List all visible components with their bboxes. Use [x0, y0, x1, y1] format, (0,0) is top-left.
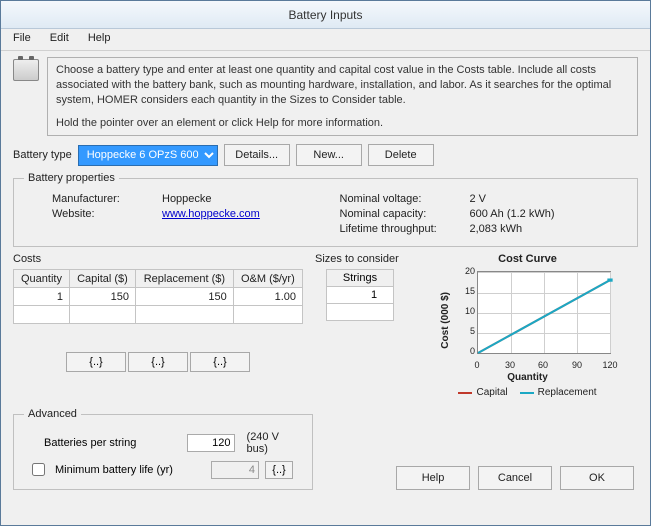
curly-om[interactable]: {..} [190, 352, 250, 372]
battery-properties: Battery properties Manufacturer: Hoppeck… [13, 172, 638, 247]
plot-area [477, 271, 611, 354]
sizes-value[interactable]: 1 [326, 287, 393, 304]
lifetime-throughput-value: 2,083 kWh [470, 223, 523, 235]
swatch-replacement [520, 392, 534, 394]
cost-chart: 20 15 10 5 0 0 30 60 90 120 [455, 267, 615, 372]
info-para1: Choose a battery type and enter at least… [56, 63, 629, 108]
cell-replacement[interactable]: 150 [136, 288, 234, 306]
info-para2: Hold the pointer over an element or clic… [56, 116, 629, 131]
bps-label: Batteries per string [44, 437, 181, 449]
nominal-voltage-label: Nominal voltage: [340, 193, 470, 205]
nominal-voltage-value: 2 V [470, 193, 487, 205]
cell-qty[interactable]: 1 [14, 288, 70, 306]
content: Choose a battery type and enter at least… [1, 51, 650, 498]
menu-help[interactable]: Help [82, 29, 121, 47]
costs-h-qty: Quantity [14, 270, 70, 288]
manufacturer-label: Manufacturer: [52, 193, 162, 205]
cell-om[interactable]: 1.00 [233, 288, 302, 306]
manufacturer-value: Hoppecke [162, 193, 212, 205]
bus-note: (240 V bus) [247, 431, 302, 455]
menubar: File Edit Help [1, 29, 650, 51]
menu-file[interactable]: File [7, 29, 41, 47]
sizes-group: Sizes to consider Strings 1 [315, 253, 405, 398]
costs-h-capital: Capital ($) [69, 270, 135, 288]
website-link[interactable]: www.hoppecke.com [162, 208, 260, 220]
battery-type-label: Battery type [13, 149, 72, 161]
min-life-input [211, 461, 259, 479]
help-button[interactable]: Help [396, 466, 470, 490]
min-life-curly[interactable]: {..} [265, 461, 293, 479]
end-marker [607, 279, 612, 282]
menu-edit[interactable]: Edit [44, 29, 79, 47]
website-label: Website: [52, 208, 162, 220]
costs-legend: Costs [13, 253, 41, 269]
chart-title: Cost Curve [417, 253, 638, 265]
new-button[interactable]: New... [296, 144, 362, 166]
details-button[interactable]: Details... [224, 144, 290, 166]
costs-table: Quantity Capital ($) Replacement ($) O&M… [13, 269, 303, 324]
bottom-buttons: Help Cancel OK [396, 466, 634, 490]
advanced-group: Advanced Batteries per string (240 V bus… [13, 408, 313, 490]
nominal-capacity-label: Nominal capacity: [340, 208, 470, 220]
window-title: Battery Inputs [1, 1, 650, 29]
sizes-legend: Sizes to consider [315, 253, 399, 269]
battery-properties-legend: Battery properties [24, 172, 119, 184]
nominal-capacity-value: 600 Ah (1.2 kWh) [470, 208, 555, 220]
chart-xlabel: Quantity [417, 372, 638, 383]
delete-button[interactable]: Delete [368, 144, 434, 166]
costs-h-replacement: Replacement ($) [136, 270, 234, 288]
sizes-header: Strings [326, 270, 393, 287]
swatch-capital [458, 392, 472, 394]
advanced-legend: Advanced [24, 408, 81, 420]
costs-group: Costs Quantity Capital ($) Replacement (… [13, 253, 303, 398]
curly-replacement[interactable]: {..} [128, 352, 188, 372]
battery-type-select[interactable]: Hoppecke 6 OPzS 600 [78, 145, 218, 166]
sizes-table: Strings 1 [326, 269, 394, 321]
min-life-label: Minimum battery life (yr) [55, 464, 205, 476]
battery-icon [13, 59, 39, 81]
table-row[interactable]: 1 150 150 1.00 [14, 288, 303, 306]
cell-capital[interactable]: 150 [69, 288, 135, 306]
min-life-checkbox[interactable] [32, 463, 45, 476]
lifetime-throughput-label: Lifetime throughput: [340, 223, 470, 235]
chart-area: Cost Curve Cost (000 $) [417, 253, 638, 398]
info-box: Choose a battery type and enter at least… [47, 57, 638, 136]
cancel-button[interactable]: Cancel [478, 466, 552, 490]
table-row-empty[interactable] [14, 306, 303, 324]
curly-capital[interactable]: {..} [66, 352, 126, 372]
window: Battery Inputs File Edit Help Choose a b… [0, 0, 651, 526]
replacement-line [478, 280, 610, 353]
chart-ylabel: Cost (000 $) [440, 292, 451, 349]
chart-legend: Capital Replacement [417, 387, 638, 398]
bps-input[interactable] [187, 434, 235, 452]
costs-h-om: O&M ($/yr) [233, 270, 302, 288]
ok-button[interactable]: OK [560, 466, 634, 490]
